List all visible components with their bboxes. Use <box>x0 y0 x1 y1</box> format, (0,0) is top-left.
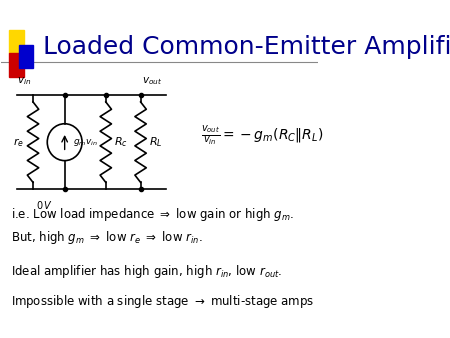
Text: Impossible with a single stage $\rightarrow$ multi-stage amps: Impossible with a single stage $\rightar… <box>11 293 314 310</box>
Text: $r_e$: $r_e$ <box>14 136 24 149</box>
Bar <box>19 45 33 68</box>
Text: i.e. Low load impedance $\Rightarrow$ low gain or high $g_m$.: i.e. Low load impedance $\Rightarrow$ lo… <box>11 206 294 223</box>
Text: $0\,V$: $0\,V$ <box>36 199 53 211</box>
Text: $v_{in}$: $v_{in}$ <box>17 75 32 87</box>
Text: But, high $g_m$ $\Rightarrow$ low $r_e$ $\Rightarrow$ low $r_{in}$.: But, high $g_m$ $\Rightarrow$ low $r_e$ … <box>11 229 202 246</box>
Text: $v_{out}$: $v_{out}$ <box>143 75 163 87</box>
Text: Ideal amplifier has high gain, high $r_{in}$, low $r_{out}$.: Ideal amplifier has high gain, high $r_{… <box>11 263 282 280</box>
Text: $R_c$: $R_c$ <box>114 135 128 149</box>
Text: $\frac{v_{out}}{v_{in}} = -g_m(R_C \| R_L)$: $\frac{v_{out}}{v_{in}} = -g_m(R_C \| R_… <box>201 124 323 147</box>
Text: Loaded Common-Emitter Amplifier: Loaded Common-Emitter Amplifier <box>42 34 450 59</box>
Bar <box>9 53 23 77</box>
Text: $R_L$: $R_L$ <box>148 135 162 149</box>
Text: $g_m v_{in}$: $g_m v_{in}$ <box>72 137 97 148</box>
Bar <box>9 30 23 53</box>
